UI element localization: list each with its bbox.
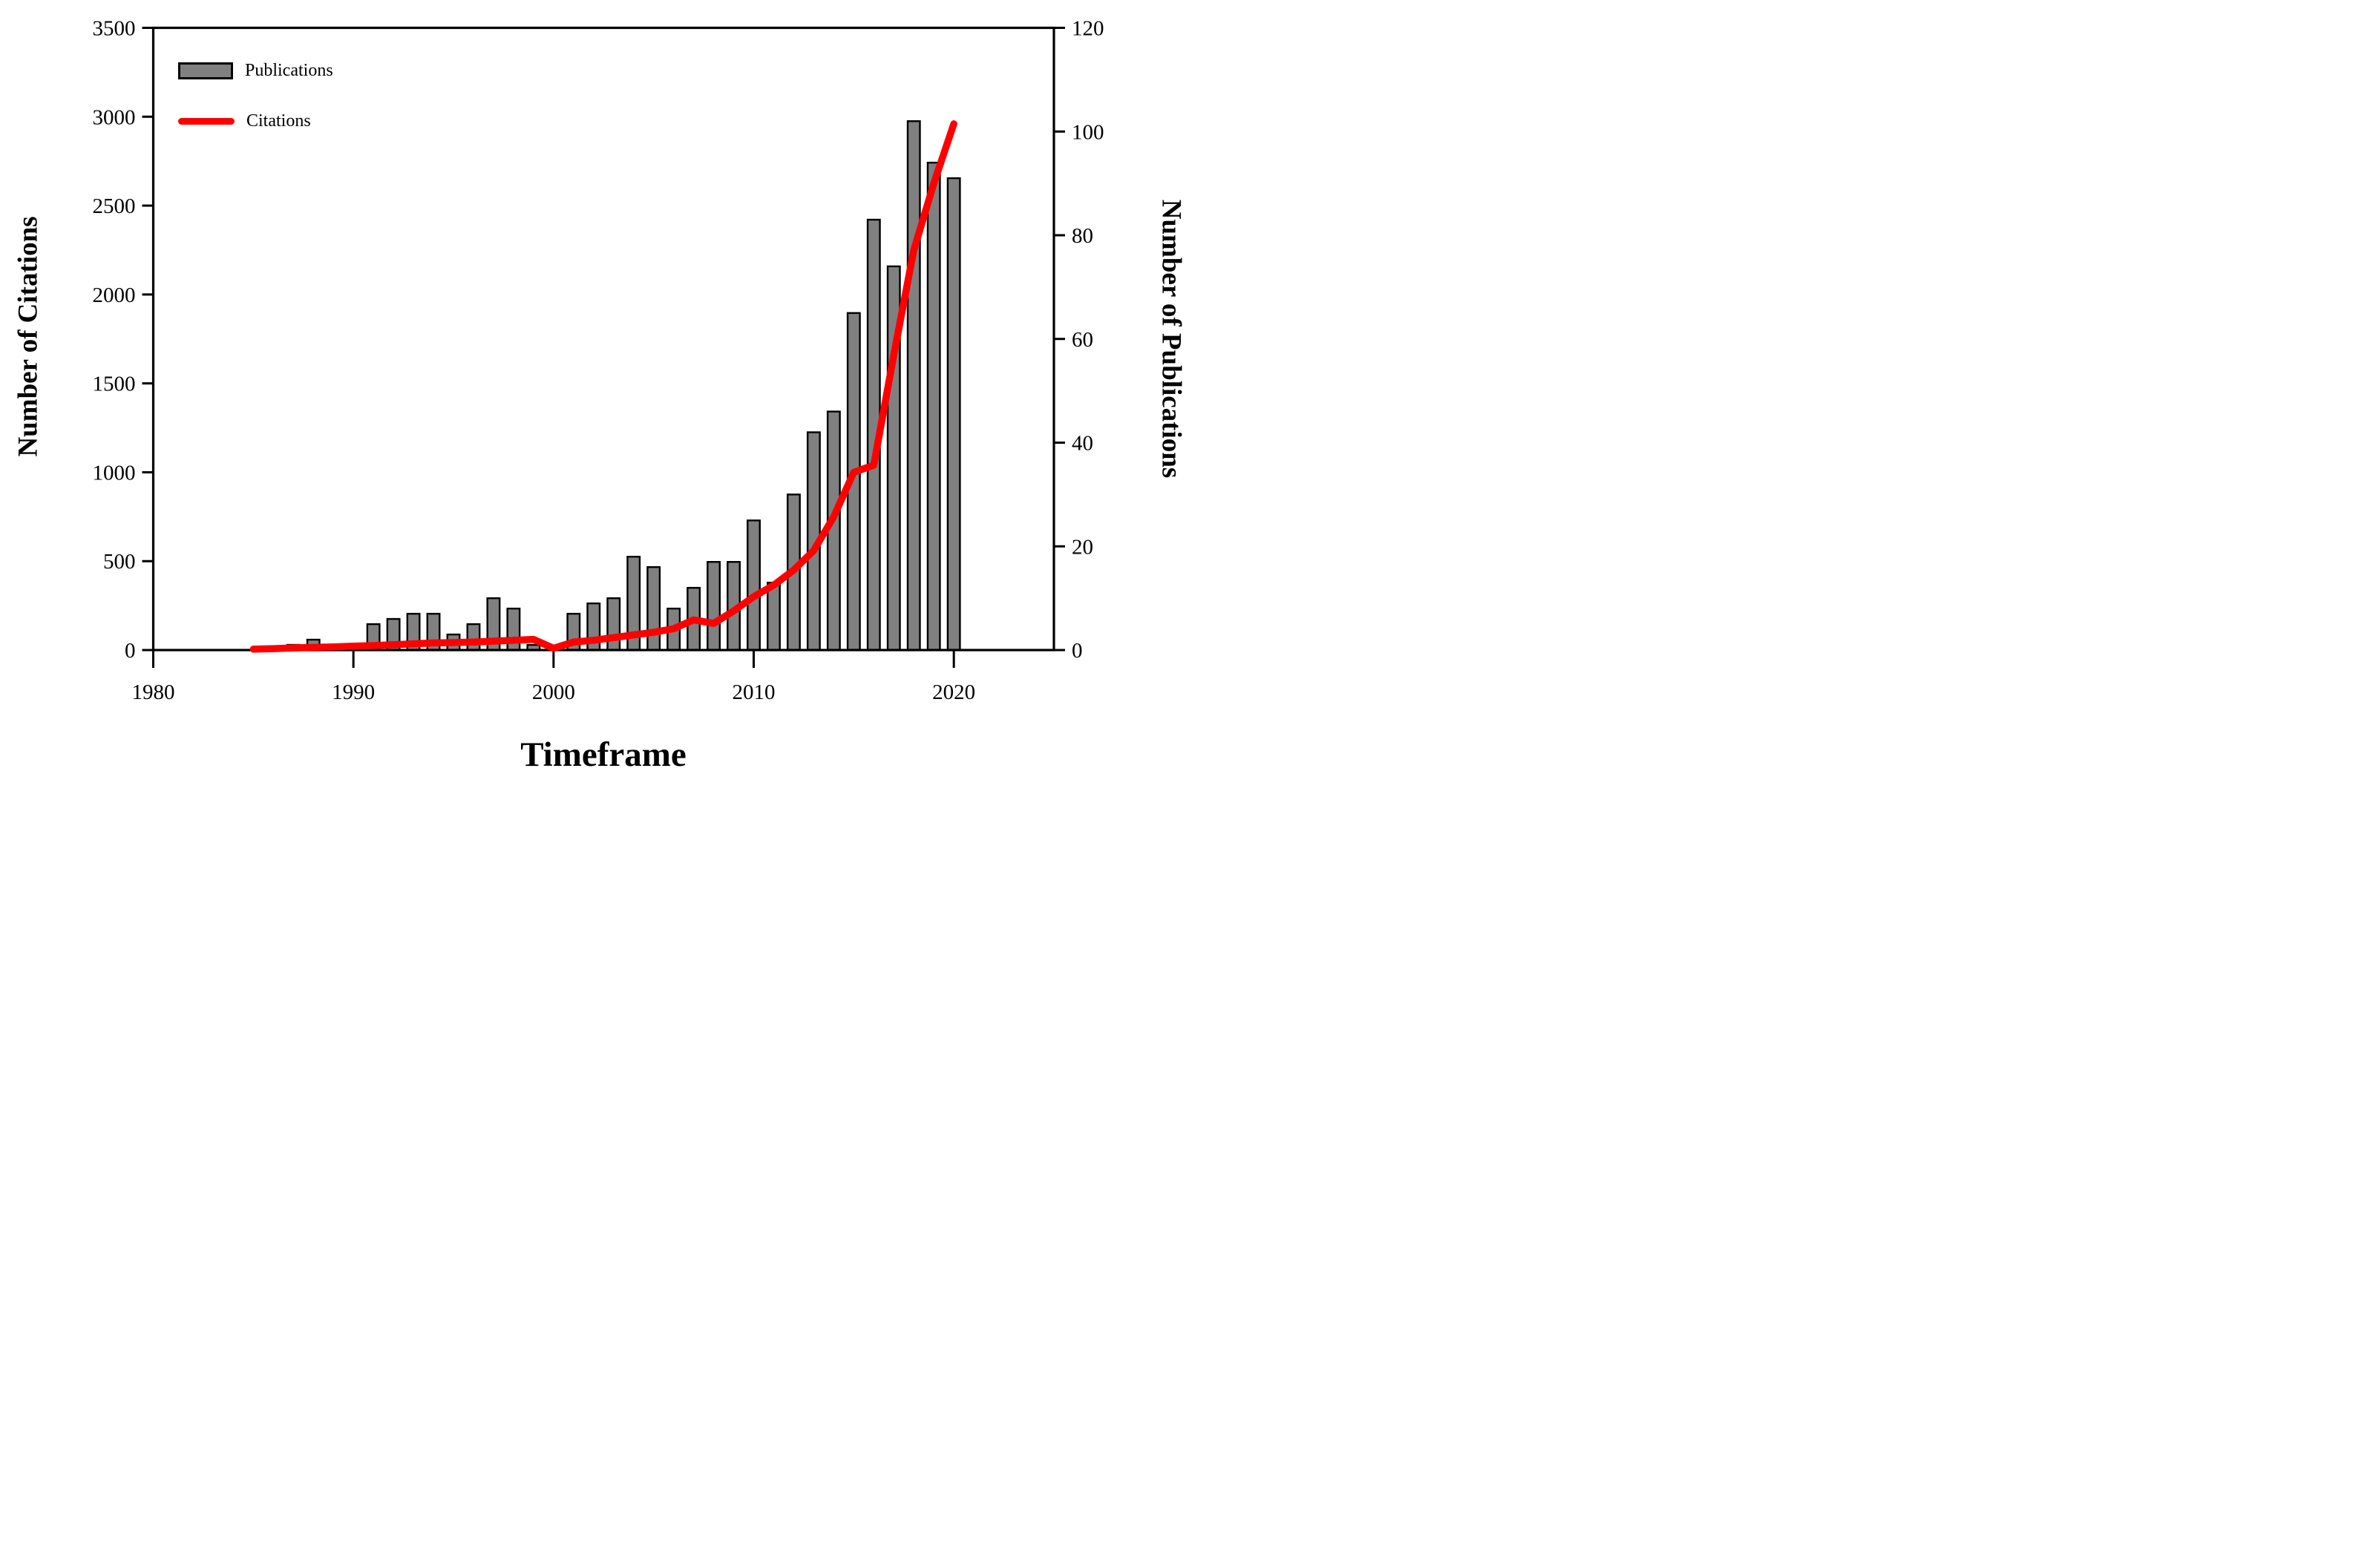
y-axis-title-right: Number of Publications [1156, 199, 1187, 479]
x-tick-label-2020: 2020 [932, 680, 975, 704]
legend-label-citations: Citations [246, 111, 311, 131]
bar-2011 [767, 581, 781, 652]
left-tick-label-1000: 1000 [93, 461, 136, 485]
bar-2018 [906, 120, 921, 652]
bar-2003 [606, 597, 621, 652]
right-tick-label-40: 40 [1072, 432, 1093, 456]
right-tick-label-60: 60 [1072, 328, 1093, 352]
y-axis-title-left: Number of Citations [13, 216, 44, 457]
bar-2020 [946, 177, 961, 652]
left-tick-label-2000: 2000 [93, 283, 136, 307]
bar-2010 [747, 519, 761, 652]
bar-2008 [707, 561, 721, 652]
x-tick-label-2000: 2000 [532, 680, 575, 704]
left-tick-label-3500: 3500 [93, 17, 136, 41]
x-tick-label-2010: 2010 [733, 680, 776, 704]
right-tick-label-100: 100 [1072, 120, 1104, 144]
chart-canvas: 0 500 1000 1500 2000 2500 3000 3500 0 20 40 60 80 100… [93, 17, 1104, 705]
legend: Publications Citations [178, 53, 333, 138]
legend-item-publications: Publications [178, 53, 333, 88]
right-tick-label-120: 120 [1072, 17, 1104, 41]
x-axis-title: Timeframe [520, 735, 687, 774]
x-tick-label-1980: 1980 [132, 680, 175, 704]
right-tick-label-0: 0 [1072, 639, 1083, 663]
left-tick-label-500: 500 [103, 550, 136, 574]
publications-swatch-icon [178, 62, 233, 79]
citations-line [249, 120, 957, 653]
bar-2005 [646, 566, 661, 652]
x-tick-label-1990: 1990 [332, 680, 375, 704]
chart-figure: 0 500 1000 1500 2000 2500 3000 3500 0 20 40 60 80 100… [0, 0, 1188, 784]
left-tick-label-3000: 3000 [93, 105, 136, 129]
left-tick-label-0: 0 [125, 639, 136, 663]
right-tick-label-80: 80 [1072, 224, 1093, 248]
citations-swatch-icon [178, 117, 235, 125]
left-tick-label-2500: 2500 [93, 194, 136, 218]
left-tick-label-1500: 1500 [93, 373, 136, 396]
right-tick-label-20: 20 [1072, 535, 1093, 559]
bar-2019 [926, 161, 941, 652]
bar-1996 [466, 623, 481, 652]
legend-item-citations: Citations [178, 104, 333, 138]
legend-label-publications: Publications [245, 60, 333, 80]
